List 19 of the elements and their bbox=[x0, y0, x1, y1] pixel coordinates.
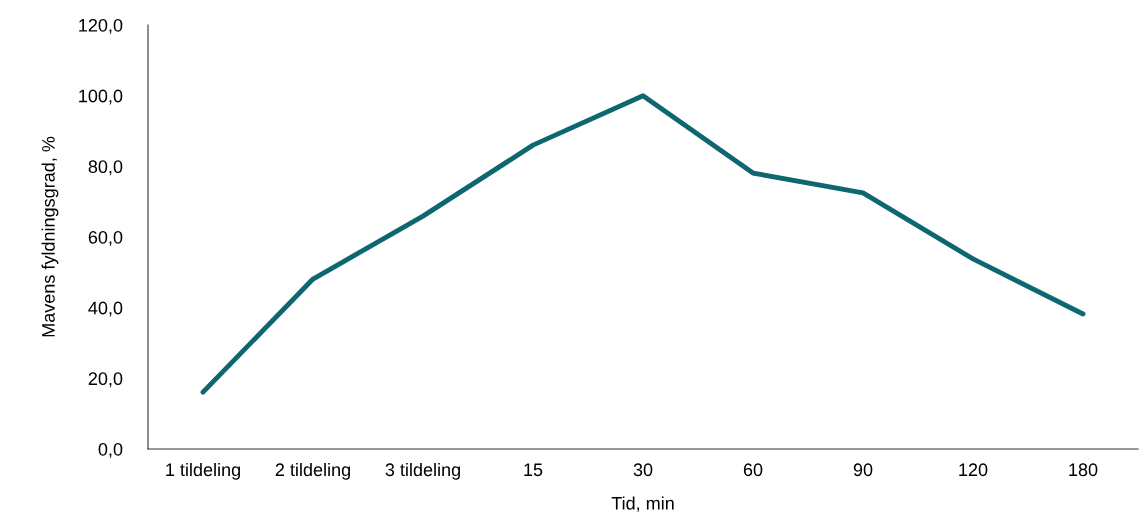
x-tick-label: 1 tildeling bbox=[166, 462, 240, 480]
x-tick-label: 120 bbox=[959, 463, 988, 477]
y-tick-label: 100,0 bbox=[79, 89, 123, 105]
y-tick-label: 20,0 bbox=[88, 372, 123, 388]
x-tick-label: 3 tildeling bbox=[385, 462, 460, 480]
y-tick-label: 0,0 bbox=[98, 442, 123, 458]
x-tick-label: 90 bbox=[853, 463, 873, 477]
x-tick-label: 2 tildeling bbox=[275, 462, 350, 480]
line-series bbox=[200, 93, 1086, 395]
y-tick-label: 80,0 bbox=[88, 160, 123, 176]
y-axis-title: Mavens fyldningsgrad, % bbox=[41, 136, 59, 337]
x-tick-label: 60 bbox=[743, 463, 763, 477]
y-tick-label: 120,0 bbox=[79, 18, 123, 34]
y-tick-label: 60,0 bbox=[88, 230, 123, 246]
x-tick-label: 180 bbox=[1069, 463, 1098, 477]
x-tick-label: 30 bbox=[633, 463, 653, 477]
x-tick-label: 15 bbox=[524, 463, 543, 477]
y-tick-label: 40,0 bbox=[88, 301, 123, 317]
x-axis-title: Tid, min bbox=[611, 496, 674, 512]
